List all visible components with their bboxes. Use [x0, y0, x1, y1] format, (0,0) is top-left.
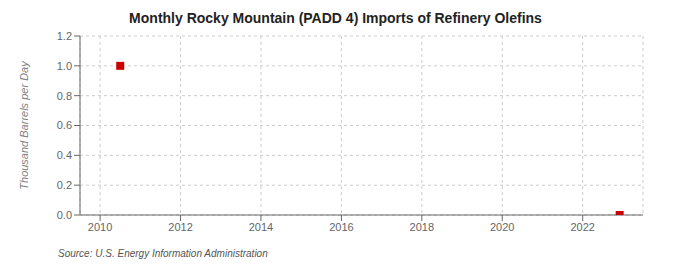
svg-text:2022: 2022	[570, 221, 594, 233]
svg-text:Thousand Barrels per Day: Thousand Barrels per Day	[18, 60, 30, 190]
svg-text:2012: 2012	[168, 221, 192, 233]
svg-text:0.0: 0.0	[57, 209, 72, 221]
svg-text:1.0: 1.0	[57, 60, 72, 72]
html-text:Monthly Rocky Mountain (PADD 4: Monthly Rocky Mountain (PADD 4) Imports …	[129, 10, 542, 26]
svg-text:0.4: 0.4	[57, 149, 72, 161]
svg-text:0.8: 0.8	[57, 90, 72, 102]
html-text:Source: U.S. Energy Informatio: Source: U.S. Energy Information Administ…	[58, 248, 268, 259]
svg-text:2016: 2016	[329, 221, 353, 233]
svg-text:0.6: 0.6	[57, 119, 72, 131]
svg-text:0.2: 0.2	[57, 179, 72, 191]
svg-text:2018: 2018	[410, 221, 434, 233]
svg-text:2010: 2010	[88, 221, 112, 233]
svg-text:2020: 2020	[490, 221, 514, 233]
svg-text:1.2: 1.2	[57, 30, 72, 42]
svg-text:2014: 2014	[249, 221, 273, 233]
